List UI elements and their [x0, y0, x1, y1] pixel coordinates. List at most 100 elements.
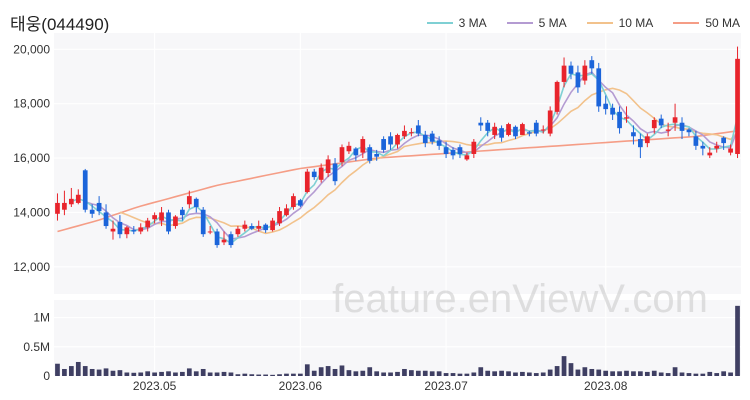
candle-down [415, 125, 421, 134]
candle-down [693, 136, 699, 146]
volume-bar [436, 371, 442, 376]
x-tick-label: 2023.06 [279, 379, 323, 393]
chart-title: 태웅(044490) [10, 15, 110, 34]
candle-up [138, 227, 144, 232]
volume-bar [360, 370, 366, 376]
candle-up [110, 228, 116, 232]
candle-down [228, 234, 234, 246]
volume-bar [402, 368, 407, 376]
candle-up [540, 129, 546, 131]
candle-up [464, 155, 470, 160]
volume-bar [325, 366, 331, 376]
volume-bar [450, 373, 456, 376]
candle-down [700, 145, 706, 149]
candle-down [638, 139, 643, 148]
candle-down [193, 198, 199, 207]
volume-bar [395, 371, 400, 376]
volume-bar [561, 356, 567, 376]
volume-bar [381, 372, 386, 376]
candle-down [82, 170, 88, 210]
ma50-line [57, 130, 738, 233]
candle-up [714, 145, 720, 149]
candle-up [395, 134, 400, 145]
volume-bar [96, 369, 102, 376]
candle-up [145, 220, 151, 228]
volume-bar [55, 363, 60, 376]
volume-bar [693, 373, 699, 376]
legend-label-3ma: 3 MA [458, 16, 487, 30]
candle-down [381, 139, 386, 150]
legend-item-3ma: 3 MA [426, 16, 487, 30]
volume-bar [443, 373, 449, 376]
volume-bar [721, 371, 727, 376]
volume-bar [478, 367, 484, 376]
volume-bar [214, 372, 220, 376]
volume-bar [686, 373, 692, 376]
volume-bar [582, 367, 588, 376]
ma10-line [119, 87, 739, 235]
volume-bar [180, 371, 185, 376]
candle-up [207, 231, 213, 233]
volume-bar [575, 369, 581, 376]
volume-bar [735, 305, 740, 376]
candle-up [75, 194, 81, 203]
volume-bar [284, 373, 289, 376]
candle-up [291, 196, 296, 207]
candle-down [526, 132, 532, 134]
volume-bar [270, 374, 275, 376]
volume-bar [304, 364, 310, 376]
candle-up [256, 226, 262, 229]
volume-bar [207, 372, 213, 376]
candle-up [547, 110, 553, 134]
volume-bar [409, 370, 414, 376]
volume-bar [610, 371, 615, 376]
legend-label-10ma: 10 MA [618, 16, 654, 30]
volume-bar [173, 372, 178, 376]
x-tick-label: 2023.05 [133, 379, 177, 393]
volume-bar [499, 370, 504, 376]
volume-bar [415, 370, 421, 376]
candle-down [89, 209, 95, 214]
volume-bar [540, 372, 546, 376]
volume-bar [485, 370, 491, 376]
candle-down [422, 134, 428, 144]
candle-up [471, 141, 477, 154]
candle-up [409, 132, 414, 134]
volume-bar [159, 371, 164, 376]
volume-bar [367, 367, 373, 376]
candle-up [62, 202, 67, 210]
volume-bar [707, 371, 713, 376]
candle-down [610, 107, 615, 115]
volume-bar [297, 373, 303, 376]
candle-down [311, 171, 317, 178]
volume-bar [679, 372, 685, 376]
candle-up [665, 129, 671, 131]
candle-up [624, 117, 629, 119]
candle-down [721, 137, 727, 144]
price-tick-label: 14,000 [13, 205, 50, 219]
candle-down [353, 148, 359, 156]
candle-up [318, 167, 324, 180]
volume-tick-label: 0 [43, 369, 50, 383]
candle-up [242, 224, 248, 229]
volume-bar [624, 370, 629, 376]
legend-label-50ma: 50 MA [705, 16, 740, 30]
volume-bar [513, 372, 518, 376]
volume-bar [249, 374, 255, 376]
candle-up [173, 216, 178, 227]
price-panel [54, 33, 741, 294]
volume-bar [533, 373, 539, 376]
candle-down [596, 68, 602, 107]
volume-bar [117, 370, 123, 376]
candle-up [277, 211, 282, 224]
candle-up [68, 198, 74, 205]
volume-bar [603, 370, 609, 376]
candle-up [304, 171, 310, 193]
volume-bar [291, 373, 296, 376]
candle-down [180, 209, 185, 216]
candle-up [186, 196, 192, 205]
volume-bar [311, 370, 317, 376]
candle-up [159, 212, 164, 221]
volume-bar [429, 371, 435, 376]
candle-down [575, 72, 581, 88]
